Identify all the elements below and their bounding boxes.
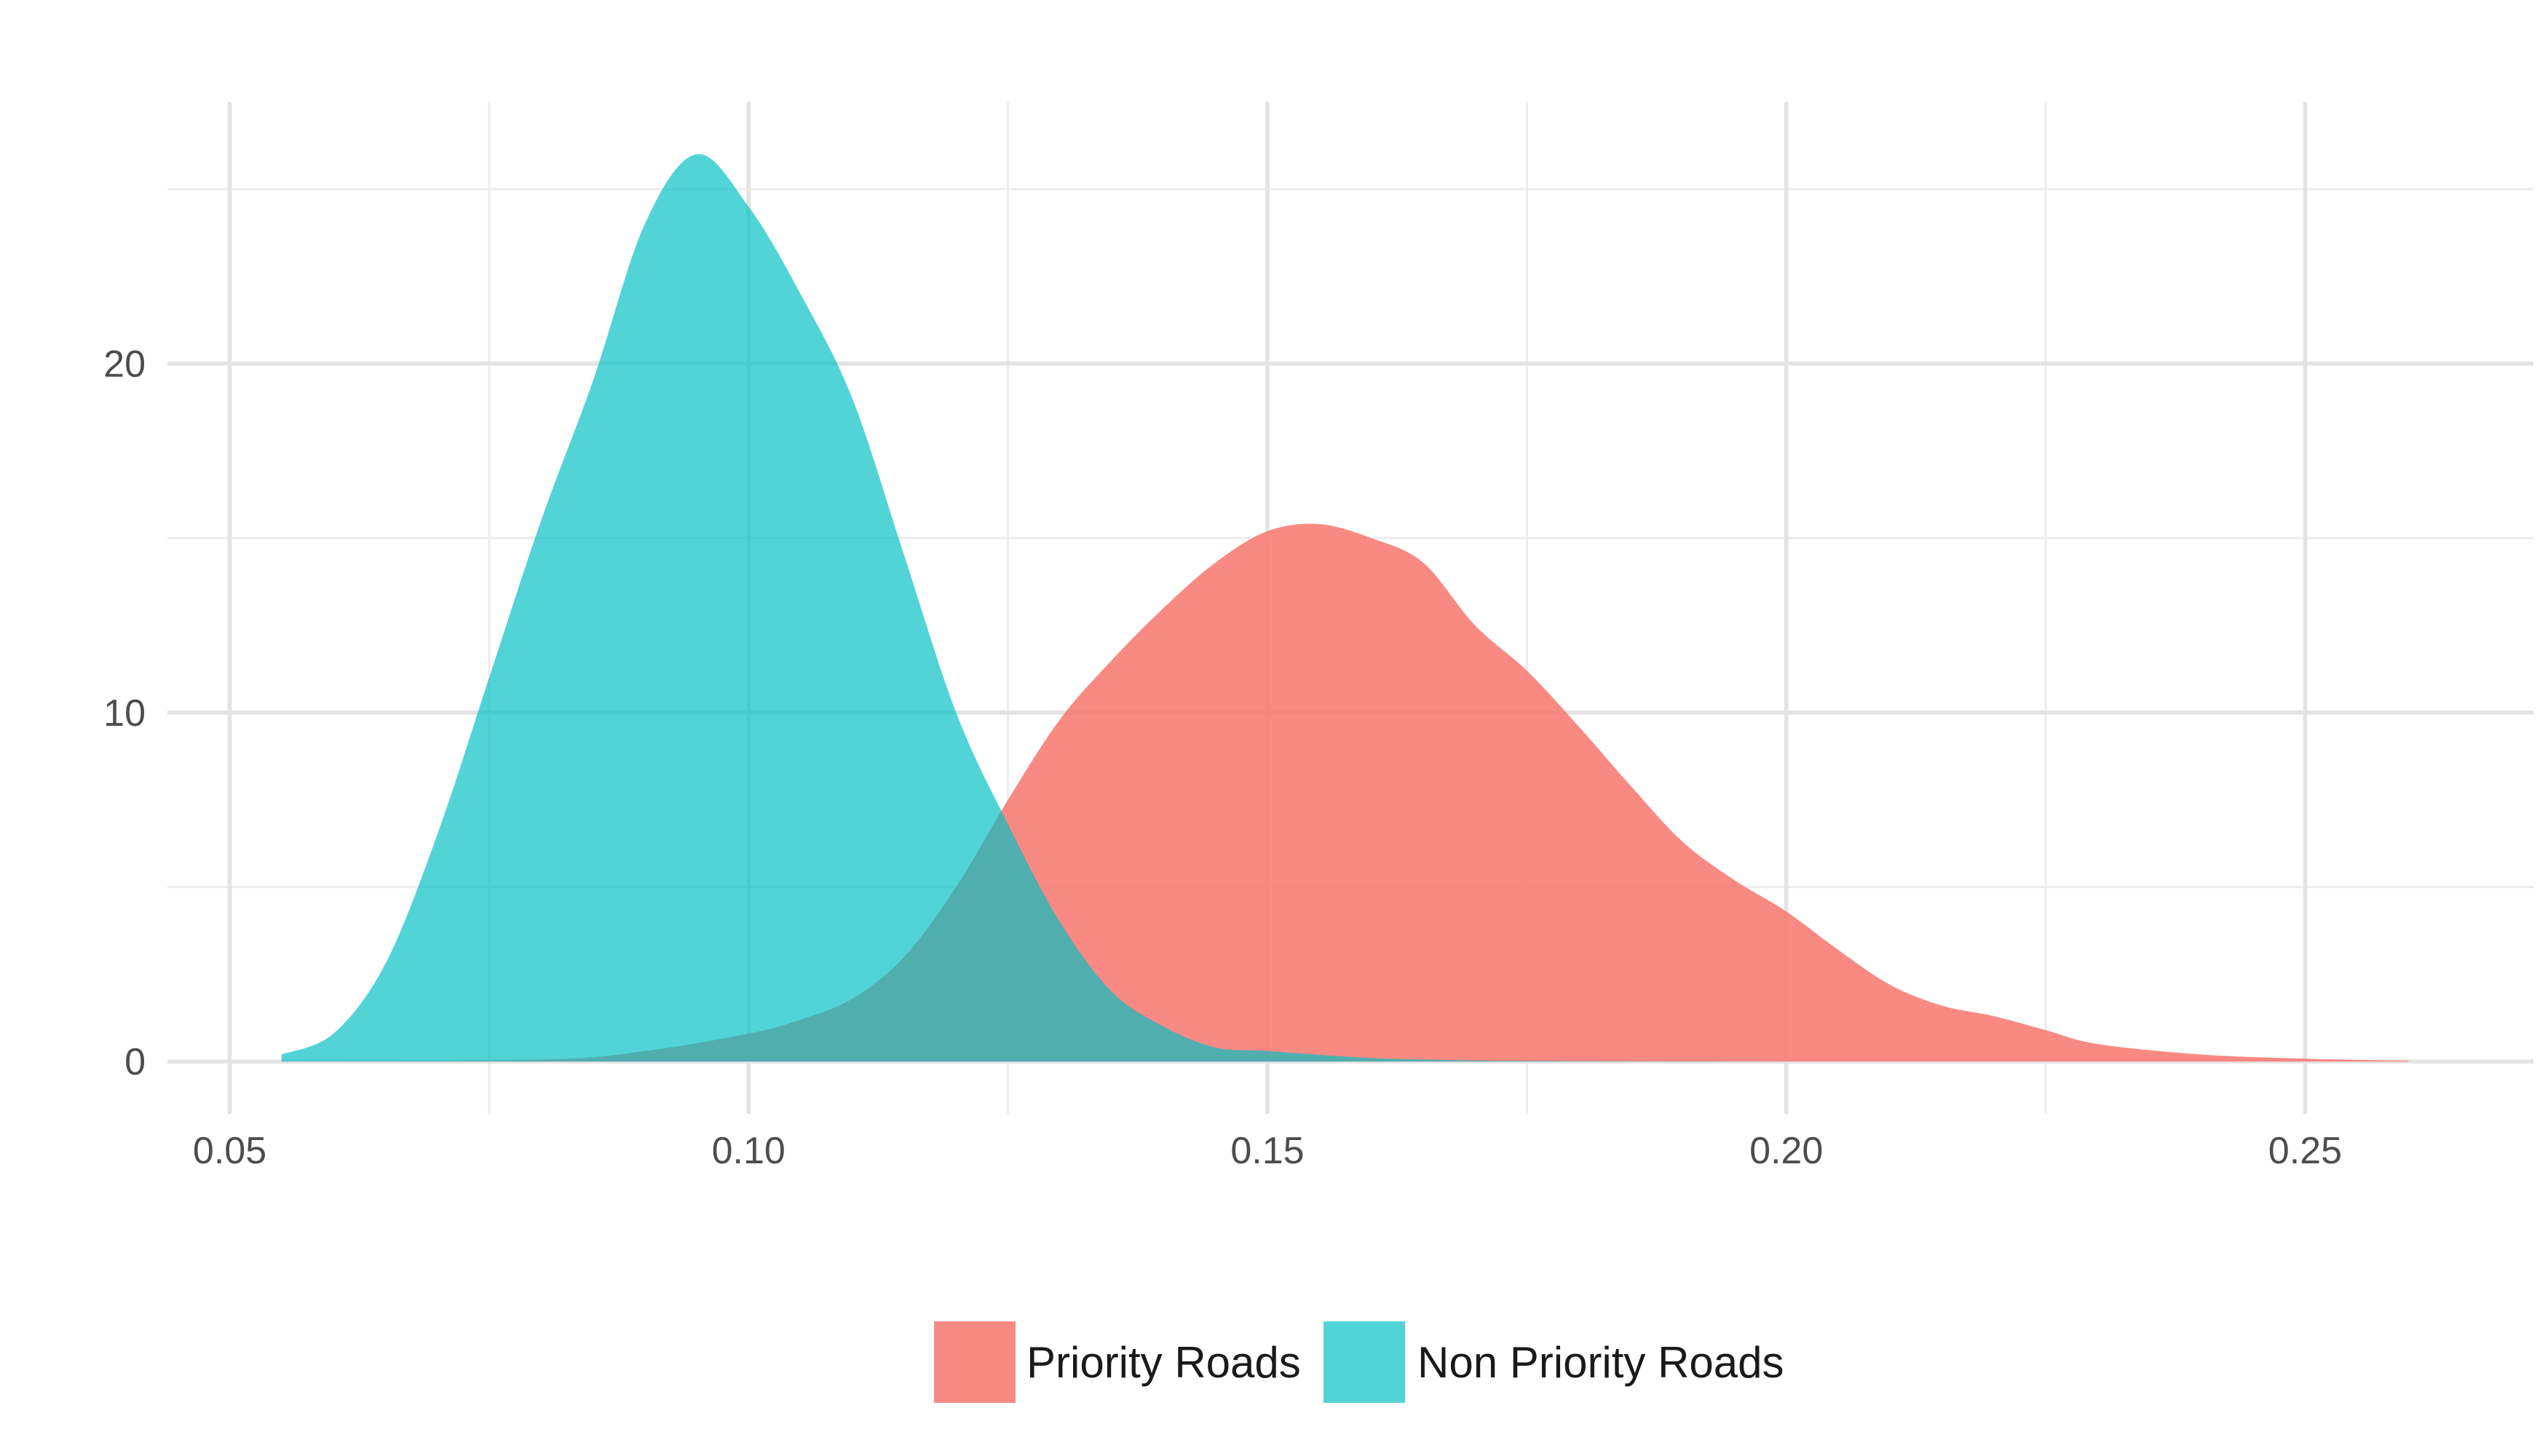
- x-axis-tick-labels: 0.05 0.10 0.15 0.20 0.25: [193, 1130, 2342, 1172]
- legend-label-non-priority-roads: Non Priority Roads: [1417, 1338, 1784, 1387]
- legend-swatch-non-priority-roads: [1324, 1321, 1405, 1403]
- x-tick-label: 0.05: [193, 1130, 266, 1172]
- y-tick-label: 0: [124, 1041, 146, 1083]
- x-tick-label: 0.15: [1230, 1130, 1304, 1172]
- x-tick-label: 0.10: [712, 1130, 786, 1172]
- legend: Priority Roads Non Priority Roads: [934, 1321, 1784, 1403]
- density-area-non-priority-roads: [281, 154, 1787, 1062]
- y-tick-label: 20: [103, 343, 146, 385]
- x-tick-label: 0.25: [2268, 1130, 2342, 1172]
- legend-swatch-priority-roads: [934, 1321, 1016, 1403]
- density-series: [281, 154, 2409, 1062]
- y-axis-tick-labels: 0 10 20: [103, 343, 146, 1083]
- legend-label-priority-roads: Priority Roads: [1026, 1338, 1301, 1387]
- x-tick-label: 0.20: [1749, 1130, 1823, 1172]
- density-area-priority-roads: [281, 523, 2409, 1062]
- y-tick-label: 10: [103, 692, 146, 735]
